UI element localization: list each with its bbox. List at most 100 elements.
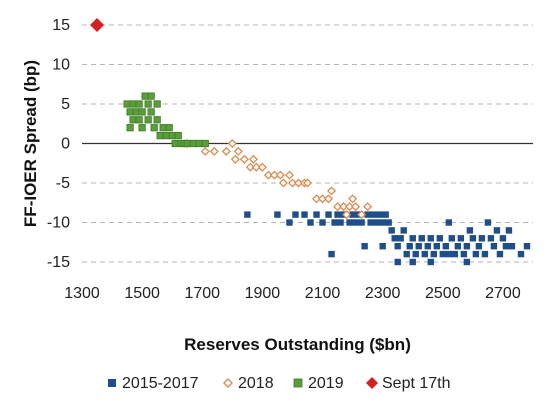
data-point [233,146,243,156]
data-point [370,211,377,218]
data-point [348,194,358,204]
data-point [334,211,341,218]
data-point [189,139,197,148]
data-point [221,146,231,156]
data-point [144,100,152,108]
data-point [460,250,468,258]
data-point [174,131,182,140]
data-point [165,124,173,132]
data-point [195,139,203,148]
data-point [274,211,281,218]
data-point [239,154,249,164]
data-point [135,100,143,108]
legend-label: 2015-2017 [122,375,199,392]
y-tick-label: -5 [56,175,70,192]
y-tick-label: -15 [47,254,70,271]
data-point [301,211,308,218]
data-point [415,243,422,250]
data-point [129,100,137,108]
data-point [484,219,492,226]
data-point [427,258,434,266]
data-point [90,18,105,32]
data-point [433,243,440,250]
data-points [90,18,531,266]
data-point [457,235,465,242]
data-point [284,170,294,180]
data-point [351,202,361,212]
data-point [445,250,453,258]
series-2018 [182,138,373,220]
data-point [302,178,313,188]
data-point [147,92,155,100]
data-point [333,202,343,212]
data-point [275,170,285,180]
data-point [312,194,322,204]
legend-label: 2019 [308,375,344,392]
data-point [324,194,334,204]
legend-marker [223,378,233,388]
data-point [472,250,480,258]
data-point [361,243,368,250]
data-point [373,219,380,226]
data-point [183,139,191,148]
data-point [430,250,437,258]
data-point [126,124,134,132]
data-point [159,124,167,132]
data-point [475,243,483,250]
legend-marker [293,378,303,388]
data-point [319,219,326,226]
data-point [318,194,328,204]
data-point [287,178,297,188]
data-point [135,116,143,124]
data-point [123,100,131,108]
legend-marker [108,379,116,387]
data-point [364,211,371,218]
data-point [394,258,401,266]
data-point [352,219,359,226]
data-point [171,139,179,148]
data-point [412,250,419,258]
x-tick-label: 1300 [64,285,100,302]
data-point [454,243,462,250]
data-point [409,235,416,242]
data-point [126,108,134,116]
data-point [451,250,459,258]
data-point [427,235,434,242]
data-point [278,178,288,188]
data-point [150,124,158,132]
legend-label: 2018 [238,375,274,392]
y-tick-label: -10 [47,215,70,232]
data-point [481,250,489,258]
data-point [487,235,495,242]
data-point [409,258,416,266]
data-point [200,146,210,156]
data-point [493,227,501,234]
x-tick-label: 2700 [485,285,521,302]
legend-item: 2018 [223,375,274,392]
data-point [138,124,146,132]
data-point [349,211,356,218]
data-point [397,235,404,242]
legend-item: 2015-2017 [108,375,199,392]
data-point [286,219,293,226]
data-point [307,219,314,226]
data-point [132,108,140,116]
data-point [257,162,267,172]
data-point [517,250,525,258]
data-point [523,243,531,250]
data-point [436,235,443,242]
data-point [358,219,365,226]
data-point [382,211,389,218]
data-point [209,146,219,156]
data-point [403,250,410,258]
y-tick-label: 5 [61,96,70,113]
data-point [153,100,161,108]
data-point [147,108,155,116]
x-tick-label: 1500 [124,285,160,302]
data-point [141,92,149,100]
x-axis-title: Reserves Outstanding ($bn) [184,335,411,354]
x-tick-label: 2500 [425,285,461,302]
data-point [357,210,367,220]
data-point [448,235,456,242]
